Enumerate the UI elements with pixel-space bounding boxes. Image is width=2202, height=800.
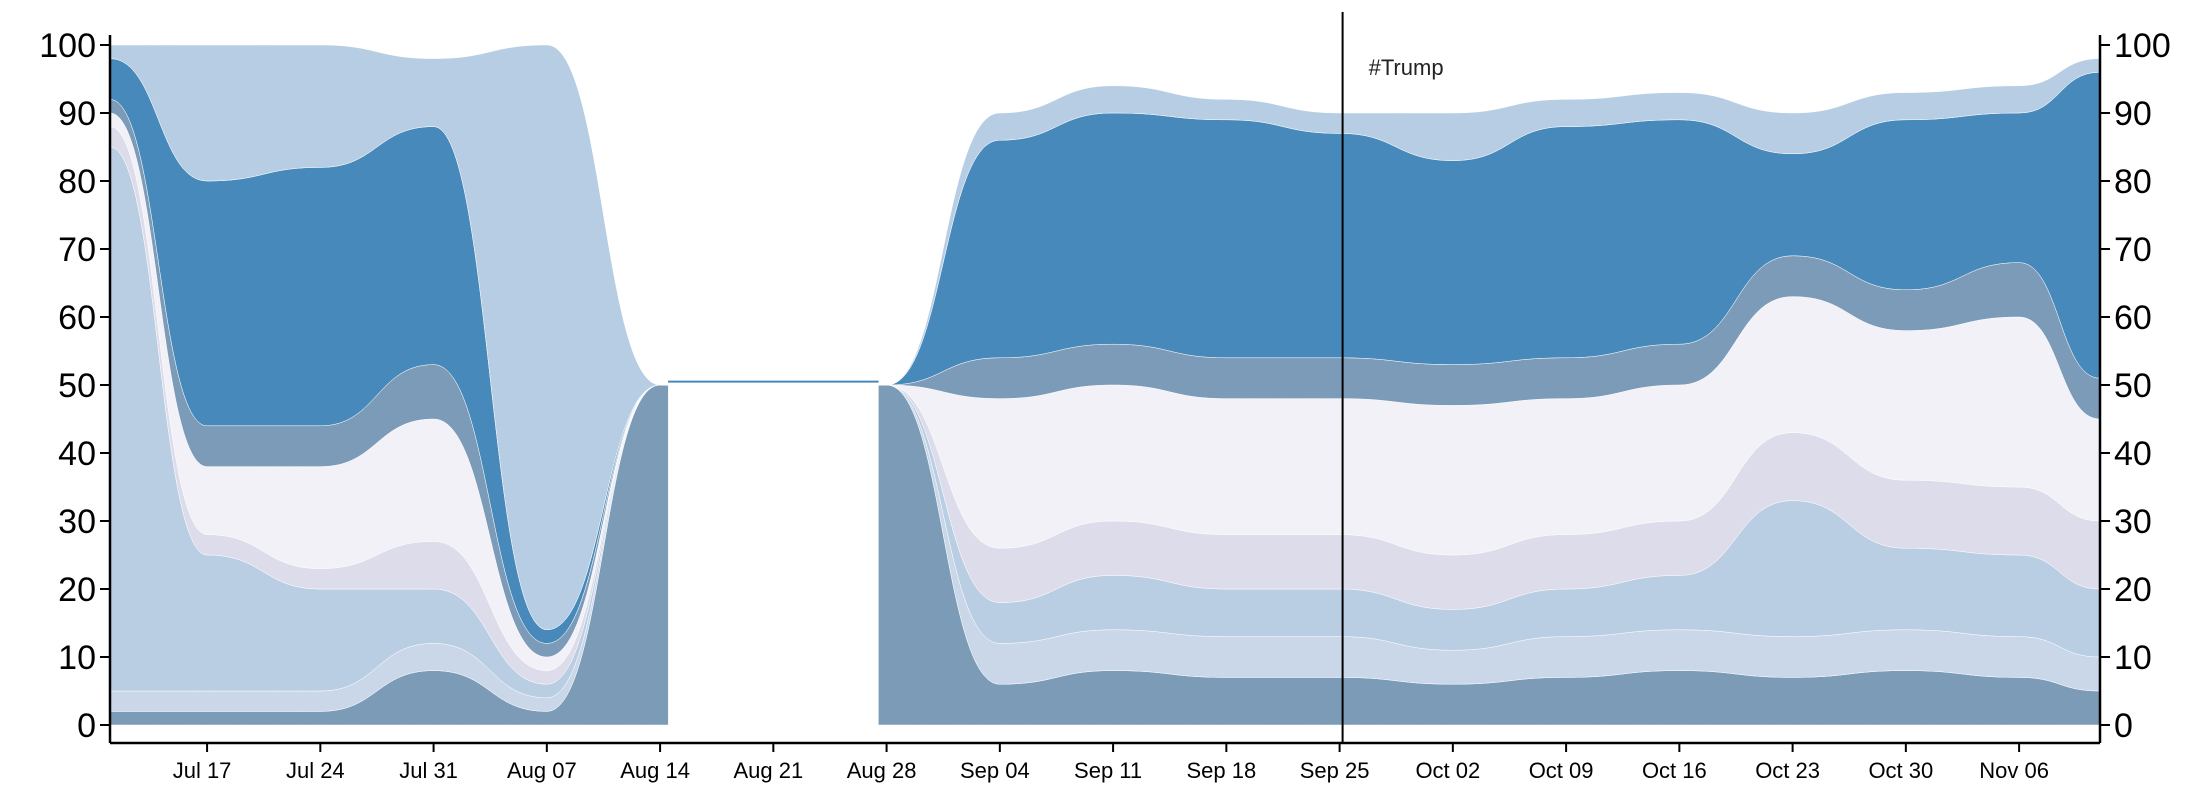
no-data-gap [668, 35, 879, 735]
gap-background [668, 35, 879, 735]
y-tick-label-left: 90 [58, 95, 96, 133]
y-tick-label-left: 0 [77, 707, 96, 745]
x-tick-label: Aug 28 [847, 758, 917, 783]
x-tick-label: Nov 06 [1979, 758, 2049, 783]
y-tick-label-right: 40 [2114, 435, 2152, 473]
y-tick-label-right: 50 [2114, 367, 2152, 405]
y-tick-label-right: 0 [2114, 707, 2133, 745]
cursor-label: #Trump [1369, 55, 1444, 80]
x-tick-label: Jul 17 [173, 758, 232, 783]
y-tick-label-left: 60 [58, 299, 96, 337]
x-tick-label: Aug 07 [507, 758, 577, 783]
y-tick-label-left: 40 [58, 435, 96, 473]
x-tick-label: Aug 21 [733, 758, 803, 783]
y-tick-label-right: 70 [2114, 231, 2152, 269]
y-tick-label-right: 90 [2114, 95, 2152, 133]
y-tick-label-left: 10 [58, 639, 96, 677]
y-tick-label-left: 70 [58, 231, 96, 269]
y-tick-label-left: 80 [58, 163, 96, 201]
y-tick-label-right: 10 [2114, 639, 2152, 677]
x-tick-label: Oct 16 [1642, 758, 1707, 783]
y-tick-label-right: 30 [2114, 503, 2152, 541]
axes: 0 0 10 10 20 20 30 30 40 40 50 50 60 60 70 70 80 80 90 90 10… [39, 27, 2170, 783]
y-tick-label-right: 80 [2114, 163, 2152, 201]
x-tick-label: Oct 30 [1868, 758, 1933, 783]
x-tick-label: Jul 24 [286, 758, 345, 783]
hover-cursor: #Trump [1341, 12, 1444, 743]
y-tick-label-left: 30 [58, 503, 96, 541]
x-tick-label: Oct 09 [1529, 758, 1594, 783]
y-tick-label-right: 60 [2114, 299, 2152, 337]
x-tick-label: Sep 25 [1300, 758, 1370, 783]
x-tick-label: Oct 02 [1415, 758, 1480, 783]
y-tick-label-right: 100 [2114, 27, 2171, 65]
x-tick-label: Sep 04 [960, 758, 1030, 783]
x-tick-label: Sep 18 [1186, 758, 1256, 783]
y-tick-label-left: 50 [58, 367, 96, 405]
x-tick-label: Jul 31 [399, 758, 458, 783]
y-tick-label-left: 100 [39, 27, 96, 65]
x-tick-label: Aug 14 [620, 758, 690, 783]
y-tick-label-left: 20 [58, 571, 96, 609]
area-layers [109, 44, 2101, 726]
x-tick-label: Oct 23 [1755, 758, 1820, 783]
y-tick-label-right: 20 [2114, 571, 2152, 609]
x-tick-label: Sep 11 [1074, 758, 1142, 783]
